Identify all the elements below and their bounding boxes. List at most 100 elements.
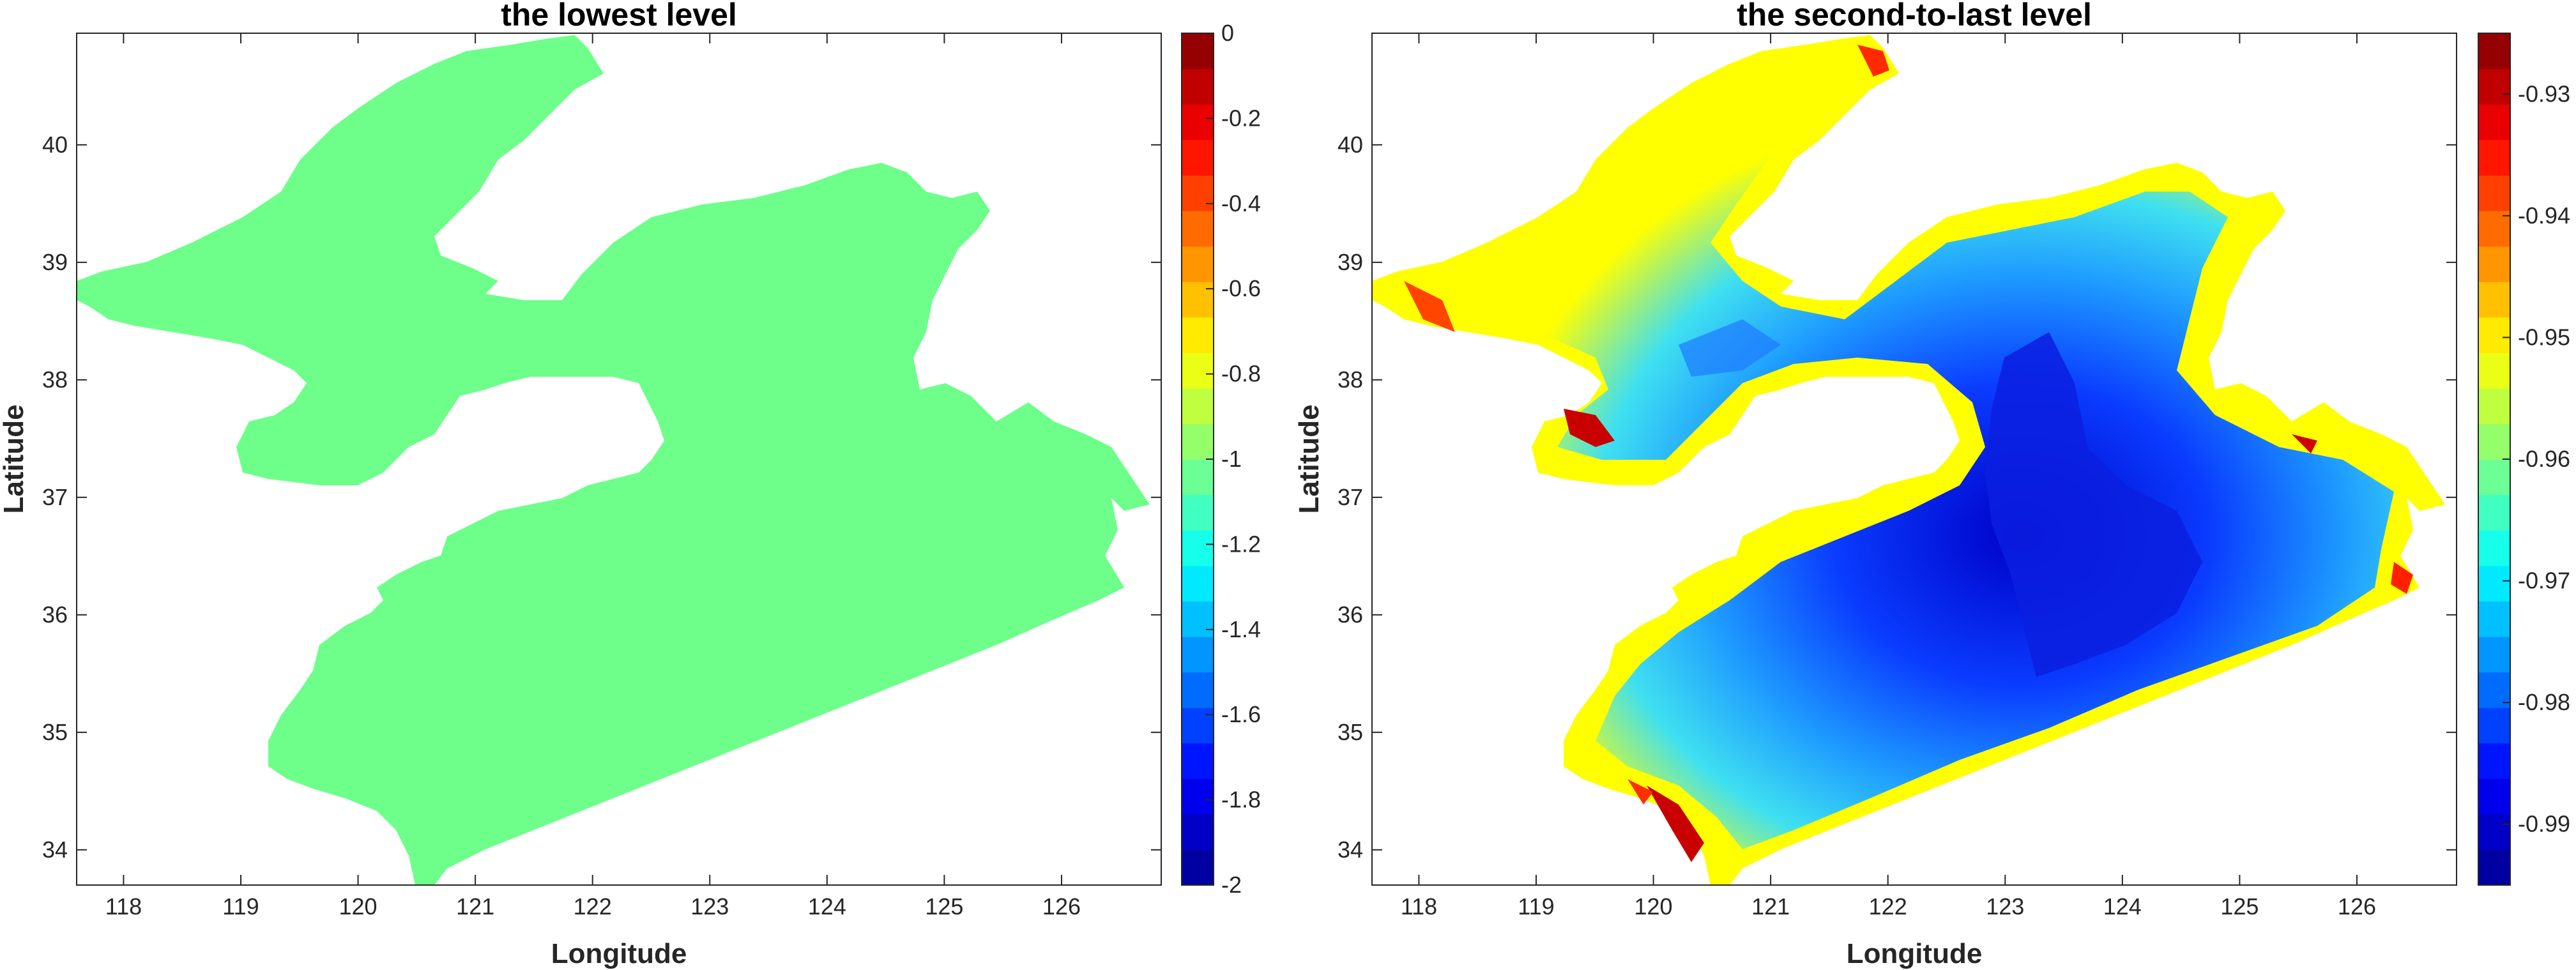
right-xtick-label: 123 [1986,893,2024,920]
right-colorbar-band [2478,104,2510,140]
left-ytick-label: 35 [42,719,68,745]
right-colorbar-band [2478,459,2510,496]
right-colorbar-band [2478,210,2510,247]
right-ytick-label: 34 [1338,837,1363,863]
right-xtick-label: 120 [1635,893,1673,920]
left-colorbar-band [1182,743,1214,779]
left-xtick-label: 118 [105,893,142,920]
left-colorbar-band [1182,33,1214,70]
left-colorbar-band [1182,636,1214,673]
right-xtick-label: 118 [1401,893,1437,920]
left-ylabel: Latitude [0,404,29,513]
left-xlabel: Longitude [551,938,687,969]
left-ticks: 118 119 120 121 122 123 124 125 126 34 35 36 37 38 39 4… [42,33,1161,920]
left-xtick-label: 123 [690,893,729,920]
left-xtick-label: 124 [808,893,846,920]
right-xtick-label: 125 [2220,893,2259,920]
left-colorbar-band [1182,814,1214,851]
right-colorbar-band [2478,778,2510,815]
right-colorbar-band [2478,601,2510,637]
left-colorbar-band [1182,246,1214,282]
left-colorbar-label: -1.2 [1221,531,1261,557]
right-xtick-label: 124 [2103,893,2142,920]
right-sea-field [1372,35,2445,885]
left-sea-field [77,35,1150,885]
left-colorbar-band [1182,849,1214,886]
right-ylabel: Latitude [1293,404,1325,513]
right-colorbar-band [2478,530,2510,566]
left-xtick-label: 122 [574,893,612,920]
left-colorbar-band [1182,672,1214,708]
right-xtick-label: 119 [1518,893,1554,920]
right-colorbar-band [2478,352,2510,389]
left-colorbar-band [1182,459,1214,496]
left-xtick-label: 120 [339,893,377,920]
right-axes-box [1371,33,2457,886]
left-colorbar: 0 -0.2 -0.4 -0.6 -0.8 -1 -1.2 -1.4 -1.6 -1.8 -2 [1181,20,1261,898]
left-colorbar-band [1182,352,1214,389]
right-colorbar-band [2478,317,2510,353]
right-ticks: 118 119 120 121 122 123 124 125 126 34 35 36 37 38 39 4… [1338,33,2457,920]
right-panel: the second-to-last level [1293,0,2570,969]
right-colorbar-band [2478,849,2510,886]
right-colorbar-band [2478,636,2510,673]
right-xtick-label: 126 [2338,893,2376,920]
left-colorbar-label: 0 [1221,20,1234,46]
right-colorbar-label: -0.97 [2518,568,2570,594]
left-colorbar-band [1182,530,1214,566]
right-xtick-label: 122 [1869,893,1907,920]
right-colorbar-band [2478,814,2510,851]
left-ytick-label: 34 [42,837,68,863]
left-ytick-label: 38 [42,367,68,393]
left-colorbar-band [1182,317,1214,353]
left-colorbar-band [1182,68,1214,105]
right-ytick-label: 35 [1338,719,1363,745]
right-colorbar-label: -0.99 [2518,811,2570,837]
right-ytick-label: 38 [1338,367,1363,393]
left-ytick-label: 36 [42,602,68,628]
left-axes-box [76,33,1162,886]
left-colorbar-band [1182,388,1214,425]
left-ytick-label: 39 [42,249,68,275]
right-colorbar-band [2478,423,2510,460]
right-colorbar-band [2478,565,2510,602]
left-chart-title: the lowest level [501,0,737,33]
right-chart-title: the second-to-last level [1737,0,2092,33]
right-colorbar-band [2478,175,2510,211]
left-xtick-label: 126 [1042,893,1081,920]
right-xtick-label: 121 [1751,893,1790,920]
right-colorbar-label: -0.94 [2518,202,2570,229]
right-colorbar-band [2478,282,2510,318]
right-ytick-label: 39 [1338,249,1363,275]
left-colorbar-band [1182,282,1214,318]
left-colorbar-band [1182,104,1214,140]
left-colorbar-band [1182,565,1214,602]
right-colorbar-band [2478,494,2510,531]
right-ytick-label: 40 [1338,132,1363,158]
right-xlabel: Longitude [1847,938,1983,969]
right-colorbar-band [2478,708,2510,744]
left-colorbar-label: -1.4 [1221,616,1261,642]
left-colorbar-label: -1 [1221,446,1242,472]
left-colorbar-band [1182,139,1214,176]
left-colorbar-band [1182,601,1214,637]
right-colorbar-label: -0.96 [2518,446,2570,472]
left-colorbar-band [1182,423,1214,460]
left-colorbar-label: -0.2 [1221,105,1261,131]
left-colorbar-band [1182,708,1214,744]
left-colorbar-label: -0.8 [1221,361,1261,387]
right-ytick-label: 36 [1338,602,1363,628]
left-ytick-label: 40 [42,132,68,158]
right-colorbar-band [2478,743,2510,779]
left-colorbar-label: -1.6 [1221,701,1261,727]
right-colorbar-band [2478,246,2510,282]
right-colorbar-label: -0.95 [2518,324,2570,350]
left-panel: the lowest level 118 119 120 121 122 123 124 12… [0,0,1261,969]
left-colorbar-label: -2 [1221,872,1242,898]
right-colorbar-band [2478,388,2510,425]
right-colorbar-label: -0.93 [2518,80,2570,107]
left-colorbar-band [1182,494,1214,531]
left-xtick-label: 125 [925,893,963,920]
left-colorbar-label: -0.4 [1221,190,1261,216]
